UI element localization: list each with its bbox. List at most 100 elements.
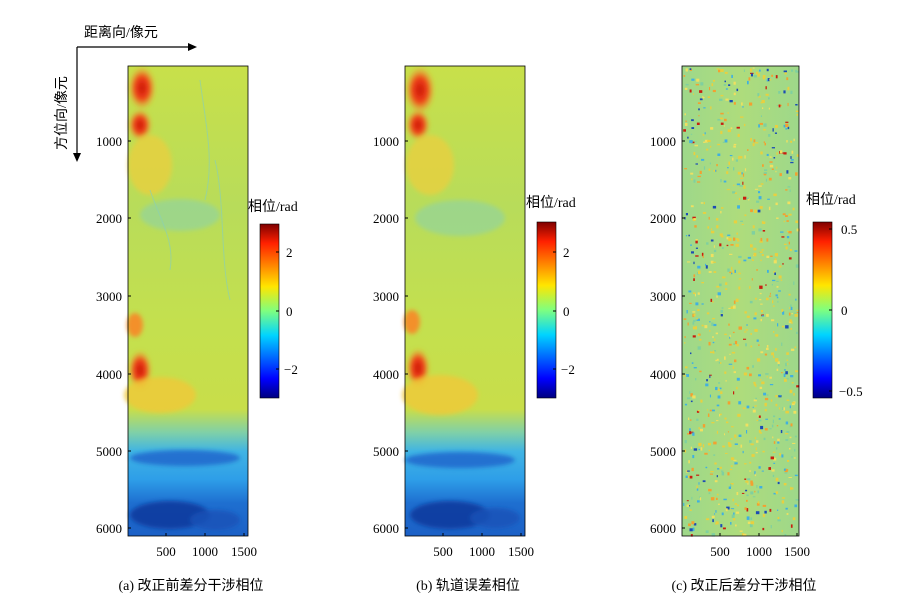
noise-speckle: [733, 192, 737, 194]
noise-speckle: [744, 123, 746, 127]
noise-speckle: [757, 415, 760, 417]
x-tick-label: 1500: [508, 544, 534, 559]
noise-speckle: [719, 283, 722, 287]
noise-speckle: [796, 154, 799, 157]
y-ticks-a: 1000 2000 3000 4000 5000 6000: [96, 134, 131, 536]
noise-speckle: [684, 113, 686, 116]
noise-speckle: [764, 169, 768, 171]
noise-speckle: [749, 373, 752, 377]
noise-speckle: [713, 441, 717, 445]
hot-patch: [406, 109, 430, 141]
hot-patch: [405, 66, 435, 114]
noise-speckle: [696, 318, 700, 321]
noise-speckle: [731, 74, 733, 78]
cool-patch: [470, 508, 520, 528]
noise-speckle: [759, 240, 763, 243]
noise-speckle: [723, 498, 727, 501]
noise-speckle: [704, 325, 708, 329]
noise-speckle: [787, 201, 791, 205]
noise-speckle: [754, 209, 757, 213]
panel-c: 1000 2000 3000 4000 5000 6000 500 1000 1…: [650, 65, 863, 594]
noise-speckle: [794, 474, 798, 477]
noise-speckle: [783, 90, 786, 94]
caption-a: (a) 改正前差分干涉相位: [118, 577, 263, 594]
noise-speckle: [705, 383, 709, 387]
noise-speckle: [790, 90, 793, 94]
cool-patch: [130, 450, 240, 466]
noise-speckle: [782, 213, 786, 216]
noise-speckle: [685, 374, 689, 377]
noise-speckle: [689, 140, 693, 144]
noise-speckle: [730, 483, 734, 485]
noise-speckle: [760, 101, 763, 104]
noise-speckle: [684, 366, 688, 369]
noise-speckle: [790, 423, 793, 427]
colorbar-tick: 0: [286, 304, 293, 319]
noise-speckle: [716, 420, 719, 422]
noise-speckle: [695, 378, 697, 381]
noise-speckle: [786, 352, 789, 355]
noise-speckle: [736, 88, 739, 92]
noise-speckle: [691, 496, 693, 500]
noise-speckle: [709, 87, 711, 91]
noise-speckle: [725, 288, 728, 290]
noise-speckle: [738, 197, 740, 200]
colorbar-tick: −2: [284, 362, 298, 377]
noise-speckle: [686, 504, 690, 507]
noise-speckle: [695, 83, 700, 86]
noise-speckle: [691, 78, 695, 81]
noise-speckle: [693, 278, 695, 281]
noise-speckle: [793, 281, 795, 285]
noise-speckle: [723, 125, 725, 127]
noise-speckle: [741, 172, 743, 175]
noise-speckle: [729, 155, 733, 157]
noise-speckle: [781, 236, 785, 238]
noise-speckle: [724, 71, 728, 74]
noise-speckle: [714, 496, 716, 498]
noise-speckle: [722, 527, 726, 530]
noise-speckle: [722, 445, 725, 448]
noise-speckle: [770, 399, 773, 402]
noise-speckle: [760, 425, 764, 430]
noise-speckle: [762, 450, 765, 453]
noise-speckle: [765, 93, 769, 96]
noise-speckle: [732, 191, 736, 194]
noise-speckle: [693, 319, 696, 322]
noise-speckle: [766, 79, 768, 82]
noise-speckle: [745, 480, 749, 483]
noise-speckle: [716, 493, 719, 496]
noise-speckle: [730, 508, 733, 511]
x-tick-label: 1500: [231, 544, 257, 559]
noise-speckle: [763, 128, 766, 131]
noise-speckle: [688, 523, 691, 527]
y-tick-label: 1000: [373, 134, 399, 149]
noise-speckle: [789, 436, 792, 439]
noise-speckle: [702, 134, 705, 136]
noise-speckle: [721, 207, 724, 209]
noise-speckle: [787, 363, 789, 365]
noise-speckle: [742, 173, 745, 177]
noise-speckle: [721, 470, 724, 472]
noise-speckle: [775, 75, 778, 79]
noise-speckle: [788, 213, 792, 216]
noise-speckle: [743, 69, 745, 72]
noise-speckle: [726, 189, 731, 191]
noise-speckle: [694, 144, 698, 147]
noise-speckle: [727, 268, 730, 272]
noise-speckle: [708, 271, 712, 273]
noise-speckle: [750, 521, 755, 525]
noise-speckle: [759, 285, 763, 289]
noise-speckle: [727, 234, 731, 236]
noise-speckle: [687, 397, 691, 400]
noise-speckle: [758, 185, 762, 187]
noise-speckle: [724, 417, 727, 420]
noise-speckle: [730, 465, 733, 467]
noise-speckle: [696, 485, 698, 489]
noise-speckle: [693, 152, 696, 156]
y-tick-label: 2000: [650, 211, 676, 226]
noise-speckle: [786, 236, 790, 239]
noise-speckle: [781, 309, 784, 312]
y-tick-label: 5000: [373, 444, 399, 459]
noise-speckle: [688, 460, 690, 464]
